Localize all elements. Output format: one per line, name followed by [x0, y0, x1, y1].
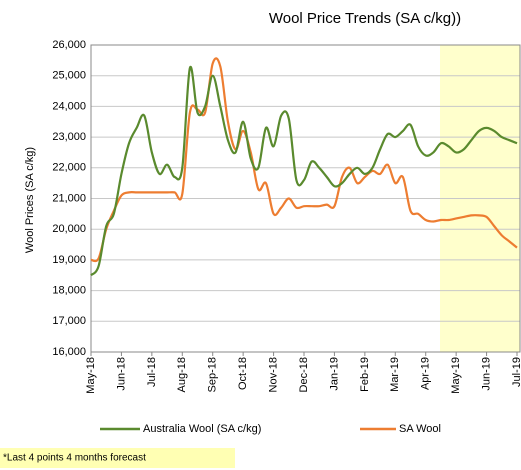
x-tick-label: Jun-19: [480, 357, 492, 391]
note-box: [0, 448, 235, 468]
x-tick-label: Dec-18: [298, 357, 310, 392]
y-tick-label: 19,000: [52, 254, 86, 266]
y-tick-label: 22,000: [52, 162, 86, 174]
plot-border: [90, 44, 521, 353]
y-axis-label: Wool Prices (SA c/kg): [24, 147, 36, 253]
x-tick-label: Mar-19: [389, 357, 401, 392]
x-tick-label: Jul-18: [146, 357, 158, 387]
y-tick-label: 18,000: [52, 285, 86, 297]
series-line: [90, 57, 518, 263]
y-tick-label: 21,000: [52, 192, 86, 204]
legend-label: Australia Wool (SA c/kg): [143, 423, 261, 435]
x-tick-label: Jan-19: [328, 357, 340, 391]
x-tick-label: Feb-19: [359, 357, 371, 392]
y-tick-label: 17,000: [52, 315, 86, 327]
x-tick-label: Apr-19: [420, 357, 432, 390]
note: *Last 4 points 4 months forecast: [3, 453, 146, 464]
y-tick-label: 20,000: [52, 223, 86, 235]
x-tick-label: Jul-19: [511, 357, 521, 387]
x-tick-label: Nov-18: [267, 357, 279, 392]
x-tick-label: May-18: [85, 357, 97, 394]
y-tick-label: 26,000: [52, 39, 86, 51]
x-tick-label: Sep-18: [207, 357, 219, 392]
y-tick-label: 23,000: [52, 131, 86, 143]
x-tick-label: Jun-18: [115, 357, 127, 391]
x-tick-label: Oct-18: [237, 357, 249, 390]
y-tick-label: 25,000: [52, 70, 86, 82]
x-tick-label: Aug-18: [176, 357, 188, 392]
y-tick-label: 16,000: [52, 346, 86, 358]
chart-title: Wool Price Trends (SA c/kg)): [269, 10, 461, 27]
legend-label: SA Wool: [399, 423, 441, 435]
x-tick-label: May-19: [450, 357, 462, 394]
y-tick-label: 24,000: [52, 100, 86, 112]
series-line: [90, 65, 518, 277]
